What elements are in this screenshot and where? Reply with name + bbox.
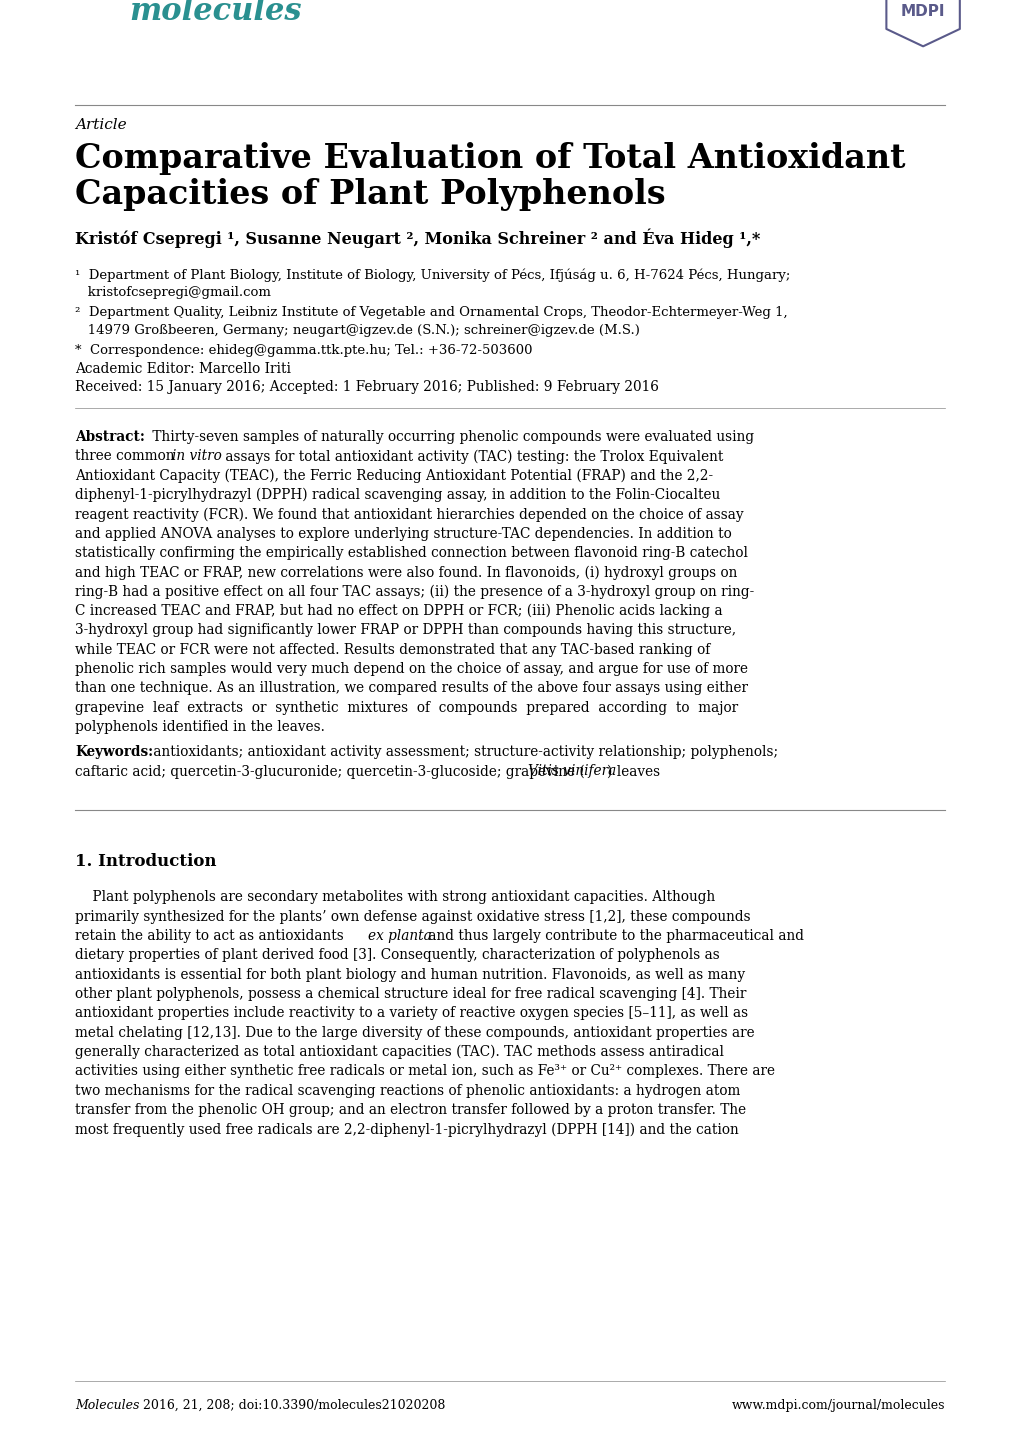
Text: diphenyl-1-picrylhydrazyl (DPPH) radical scavenging assay, in addition to the Fo: diphenyl-1-picrylhydrazyl (DPPH) radical… <box>75 487 719 502</box>
Text: antioxidants; antioxidant activity assessment; structure-activity relationship; : antioxidants; antioxidant activity asses… <box>150 746 777 758</box>
Text: while TEAC or FCR were not affected. Results demonstrated that any TAC-based ran: while TEAC or FCR were not affected. Res… <box>75 643 709 656</box>
Text: other plant polyphenols, possess a chemical structure ideal for free radical sca: other plant polyphenols, possess a chemi… <box>75 986 746 1001</box>
Text: 2016, 21, 208; doi:10.3390/molecules21020208: 2016, 21, 208; doi:10.3390/molecules2102… <box>140 1399 445 1412</box>
Text: and thus largely contribute to the pharmaceutical and: and thus largely contribute to the pharm… <box>424 929 803 943</box>
Text: C increased TEAC and FRAP, but had no effect on DPPH or FCR; (iii) Phenolic acid: C increased TEAC and FRAP, but had no ef… <box>75 604 721 619</box>
Text: than one technique. As an illustration, we compared results of the above four as: than one technique. As an illustration, … <box>75 681 747 695</box>
Text: reagent reactivity (FCR). We found that antioxidant hierarchies depended on the : reagent reactivity (FCR). We found that … <box>75 508 743 522</box>
Text: Plant polyphenols are secondary metabolites with strong antioxidant capacities. : Plant polyphenols are secondary metaboli… <box>75 890 714 904</box>
Text: polyphenols identified in the leaves.: polyphenols identified in the leaves. <box>75 720 325 734</box>
Text: most frequently used free radicals are 2,2-diphenyl-1-picrylhydrazyl (DPPH [14]): most frequently used free radicals are 2… <box>75 1122 738 1136</box>
Text: ring-B had a positive effect on all four TAC assays; (ii) the presence of a 3-hy: ring-B had a positive effect on all four… <box>75 584 753 598</box>
Text: and applied ANOVA analyses to explore underlying structure-TAC dependencies. In : and applied ANOVA analyses to explore un… <box>75 526 731 541</box>
Text: Abstract:: Abstract: <box>75 430 145 444</box>
Text: www.mdpi.com/journal/molecules: www.mdpi.com/journal/molecules <box>731 1399 944 1412</box>
Text: dietary properties of plant derived food [3]. Consequently, characterization of : dietary properties of plant derived food… <box>75 949 719 962</box>
Text: retain the ability to act as antioxidants: retain the ability to act as antioxidant… <box>75 929 347 943</box>
Text: three common: three common <box>75 450 178 463</box>
Text: metal chelating [12,13]. Due to the large diversity of these compounds, antioxid: metal chelating [12,13]. Due to the larg… <box>75 1025 754 1040</box>
Text: assays for total antioxidant activity (TAC) testing: the Trolox Equivalent: assays for total antioxidant activity (T… <box>221 450 722 464</box>
Text: MDPI: MDPI <box>900 4 945 20</box>
Text: generally characterized as total antioxidant capacities (TAC). TAC methods asses: generally characterized as total antioxi… <box>75 1045 723 1060</box>
Text: Received: 15 January 2016; Accepted: 1 February 2016; Published: 9 February 2016: Received: 15 January 2016; Accepted: 1 F… <box>75 381 658 394</box>
Text: phenolic rich samples would very much depend on the choice of assay, and argue f: phenolic rich samples would very much de… <box>75 662 747 676</box>
Text: statistically confirming the empirically established connection between flavonoi: statistically confirming the empirically… <box>75 547 747 559</box>
Text: Keywords:: Keywords: <box>75 746 153 758</box>
Text: antioxidant properties include reactivity to a variety of reactive oxygen specie: antioxidant properties include reactivit… <box>75 1007 747 1021</box>
Text: Antioxidant Capacity (TEAC), the Ferric Reducing Antioxidant Potential (FRAP) an: Antioxidant Capacity (TEAC), the Ferric … <box>75 469 712 483</box>
Text: *  Correspondence: ehideg@gamma.ttk.pte.hu; Tel.: +36-72-503600: * Correspondence: ehideg@gamma.ttk.pte.h… <box>75 343 532 356</box>
Text: activities using either synthetic free radicals or metal ion, such as Fe³⁺ or Cu: activities using either synthetic free r… <box>75 1064 774 1079</box>
Text: two mechanisms for the radical scavenging reactions of phenolic antioxidants: a : two mechanisms for the radical scavengin… <box>75 1083 740 1097</box>
Text: 1. Introduction: 1. Introduction <box>75 852 216 870</box>
Text: Capacities of Plant Polyphenols: Capacities of Plant Polyphenols <box>75 177 665 211</box>
Text: Vitis vinifera: Vitis vinifera <box>528 764 615 779</box>
Text: kristofcsepregi@gmail.com: kristofcsepregi@gmail.com <box>75 286 271 298</box>
Text: ¹  Department of Plant Biology, Institute of Biology, University of Pécs, Ifjúsá: ¹ Department of Plant Biology, Institute… <box>75 268 790 281</box>
Text: transfer from the phenolic OH group; and an electron transfer followed by a prot: transfer from the phenolic OH group; and… <box>75 1103 745 1118</box>
Text: ²  Department Quality, Leibniz Institute of Vegetable and Ornamental Crops, Theo: ² Department Quality, Leibniz Institute … <box>75 306 787 319</box>
Text: ex planta: ex planta <box>368 929 431 943</box>
Text: primarily synthesized for the plants’ own defense against oxidative stress [1,2]: primarily synthesized for the plants’ ow… <box>75 910 750 924</box>
Text: Thirty-seven samples of naturally occurring phenolic compounds were evaluated us: Thirty-seven samples of naturally occurr… <box>149 430 754 444</box>
Text: and high TEAC or FRAP, new correlations were also found. In flavonoids, (i) hydr: and high TEAC or FRAP, new correlations … <box>75 565 737 580</box>
Text: ) leaves: ) leaves <box>607 764 660 779</box>
Text: grapevine  leaf  extracts  or  synthetic  mixtures  of  compounds  prepared  acc: grapevine leaf extracts or synthetic mix… <box>75 701 738 715</box>
Text: Comparative Evaluation of Total Antioxidant: Comparative Evaluation of Total Antioxid… <box>75 141 905 174</box>
Text: Article: Article <box>75 118 126 133</box>
Text: molecules: molecules <box>129 0 302 27</box>
Text: 14979 Großbeeren, Germany; neugart@igzev.de (S.N.); schreiner@igzev.de (M.S.): 14979 Großbeeren, Germany; neugart@igzev… <box>75 324 639 337</box>
Text: 3-hydroxyl group had significantly lower FRAP or DPPH than compounds having this: 3-hydroxyl group had significantly lower… <box>75 623 736 637</box>
Text: Academic Editor: Marcello Iriti: Academic Editor: Marcello Iriti <box>75 362 290 376</box>
Text: Kristóf Csepregi ¹, Susanne Neugart ², Monika Schreiner ² and Éva Hideg ¹,*: Kristóf Csepregi ¹, Susanne Neugart ², M… <box>75 228 759 248</box>
Text: caftaric acid; quercetin-3-glucuronide; quercetin-3-glucoside; grapevine (: caftaric acid; quercetin-3-glucuronide; … <box>75 764 584 779</box>
Text: Molecules: Molecules <box>75 1399 140 1412</box>
Text: antioxidants is essential for both plant biology and human nutrition. Flavonoids: antioxidants is essential for both plant… <box>75 968 745 982</box>
Text: in vitro: in vitro <box>172 450 221 463</box>
